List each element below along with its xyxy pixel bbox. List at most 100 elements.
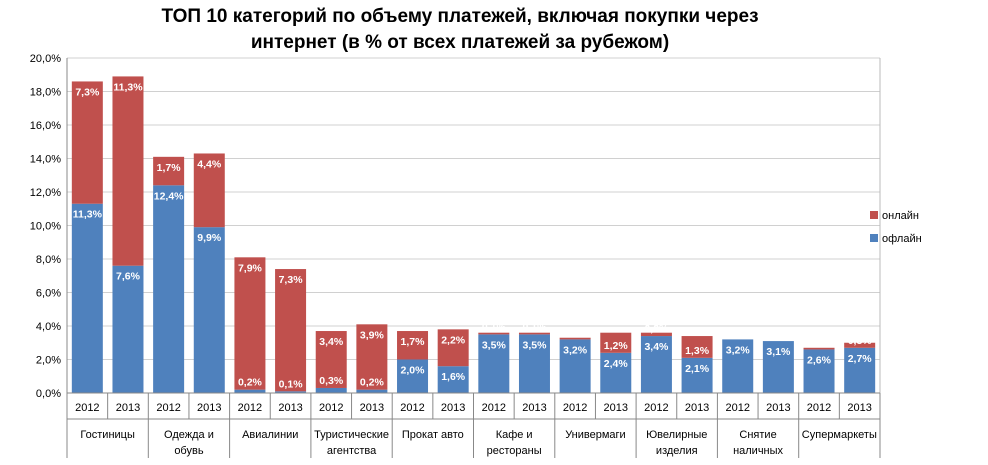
bar-online (315, 331, 347, 388)
data-label-online: 1,7% (157, 162, 182, 174)
y-tick-label: 2,0% (36, 355, 61, 367)
data-label-offline: 11,3% (73, 209, 103, 221)
data-label-online: 7,3% (279, 274, 304, 286)
y-tick-label: 10,0% (30, 221, 61, 233)
bar-offline (193, 227, 225, 393)
chart-title-line-1: ТОП 10 категорий по объему платежей, вкл… (161, 6, 759, 27)
bar-offline (478, 334, 510, 393)
x-tick-year: 2013 (604, 402, 628, 414)
x-category-label: Авиалинии (242, 429, 298, 441)
data-label-offline: 3,2% (726, 344, 751, 356)
data-label-offline: 0,3% (319, 375, 344, 387)
data-label-offline: 2,6% (807, 354, 832, 366)
data-label-offline: 3,2% (563, 344, 588, 356)
y-tick-label: 14,0% (30, 154, 61, 166)
bar-offline (640, 336, 672, 393)
x-category-label: рестораны (487, 445, 542, 457)
x-tick-year: 2012 (482, 402, 506, 414)
data-label-online: 0,1% (563, 326, 588, 338)
data-label-online: 3,4% (319, 336, 344, 348)
x-tick-year: 2013 (360, 402, 384, 414)
x-tick-year: 2013 (116, 402, 140, 414)
bar-offline (722, 339, 754, 393)
legend-swatch-online (870, 211, 878, 219)
bar-offline (844, 347, 876, 393)
chart-title: ТОП 10 категорий по объему платежей, вкл… (0, 4, 920, 56)
bar-offline (71, 203, 103, 393)
bar-online (437, 329, 469, 367)
x-tick-year: 2012 (238, 402, 262, 414)
bar-offline (437, 366, 469, 393)
y-tick-label: 6,0% (36, 288, 61, 300)
bar-offline (518, 334, 550, 393)
data-label-offline: 7,6% (116, 271, 141, 283)
data-label-online: 0,3% (848, 335, 873, 347)
x-category-label: Прокат авто (402, 429, 464, 441)
bar-online (71, 81, 103, 204)
chart-title-line-2: интернет (в % от всех платежей за рубежо… (250, 32, 670, 53)
y-axis: 0,0% 2,0% 4,0% 6,0% 8,0% 10,0% 12,0% 14,0% 16,0%… (30, 53, 881, 400)
x-category-label: Одежда и (164, 429, 214, 441)
bar-online (640, 332, 672, 337)
x-tick-year: 2012 (400, 402, 424, 414)
bar-online (153, 156, 185, 186)
x-tick-year: 2012 (563, 402, 587, 414)
data-label-online: 2,2% (441, 334, 466, 346)
data-label-offline: 0,2% (238, 377, 263, 389)
legend-label-offline: офлайн (882, 233, 922, 245)
x-tick-year: 2013 (522, 402, 546, 414)
x-tick-year: 2012 (156, 402, 180, 414)
data-label-online: 0,1% (482, 321, 507, 333)
y-tick-label: 20,0% (30, 53, 61, 65)
x-category-label: Супермаркеты (802, 429, 877, 441)
data-label-offline: 2,1% (685, 363, 710, 375)
data-label-offline: 3,5% (482, 339, 507, 351)
bar-offline (153, 185, 185, 393)
data-label-offline: 1,6% (441, 371, 466, 383)
bar-online (844, 342, 876, 348)
x-tick-year: 2012 (807, 402, 831, 414)
data-label-online: 7,9% (238, 262, 263, 274)
y-tick-label: 12,0% (30, 187, 61, 199)
y-tick-label: 4,0% (36, 321, 61, 333)
bar-online (234, 257, 266, 390)
data-label-online: 0,0% (766, 328, 791, 340)
data-label-online: 4,4% (197, 158, 222, 170)
bars (71, 76, 876, 393)
data-label-online: 7,3% (75, 86, 100, 98)
x-tick-year: 2012 (725, 402, 749, 414)
x-category-label: наличных (733, 445, 783, 457)
legend: онлайн офлайн (870, 210, 922, 245)
bar-offline (275, 391, 307, 393)
x-tick-year: 2013 (197, 402, 221, 414)
x-tick-year: 2013 (847, 402, 871, 414)
data-label-offline: 2,4% (604, 358, 629, 370)
data-label-online: 0,1% (523, 321, 548, 333)
x-category-label: Ювелирные (646, 429, 707, 441)
y-tick-label: 0,0% (36, 388, 61, 400)
data-label-online: 3,9% (360, 329, 385, 341)
data-label-offline: 9,9% (197, 232, 222, 244)
x-category-label: Снятие (739, 429, 776, 441)
x-category-label: Кафе и (496, 429, 533, 441)
data-label-offline: 0,2% (360, 377, 385, 389)
x-axis: 2012 2013 Гостиницы 2012 2013 Одежда и обувь 20… (66, 392, 881, 458)
data-label-online: 1,3% (685, 345, 710, 357)
bar-offline (112, 265, 144, 393)
data-label-online: 11,3% (113, 81, 143, 93)
bar-online (478, 332, 510, 335)
bar-online (559, 337, 591, 340)
data-label-online: 0,0% (726, 326, 751, 338)
legend-swatch-offline (870, 234, 878, 242)
x-category-label: Туристические (314, 429, 389, 441)
bar-offline (559, 339, 591, 393)
x-tick-year: 2012 (319, 402, 343, 414)
bar-offline (600, 352, 632, 393)
x-category-label: Гостиницы (80, 429, 135, 441)
data-label-offline: 2,0% (401, 365, 426, 377)
data-label-offline: 3,1% (766, 346, 791, 358)
data-label-offline: 3,4% (644, 341, 669, 353)
bar-offline (397, 359, 429, 393)
bar-offline (234, 389, 266, 393)
